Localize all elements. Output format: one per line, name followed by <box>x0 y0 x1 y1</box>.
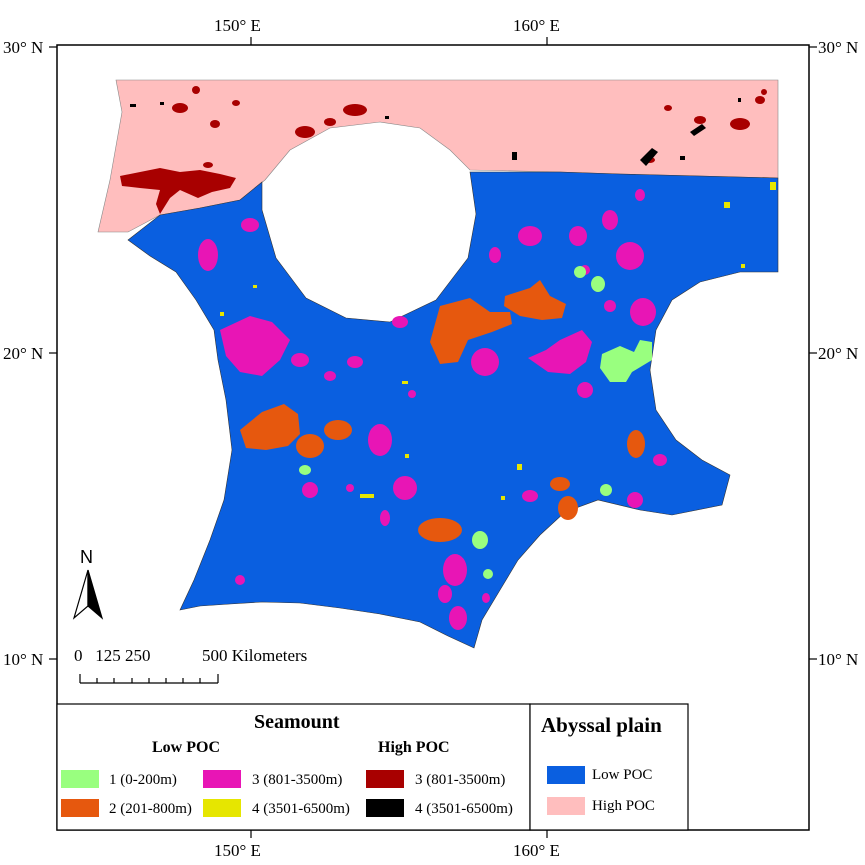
lat-label-30n-left: 30° N <box>3 38 44 57</box>
legend-label-low-poc-3501-6500: 4 (3501-6500m) <box>252 801 350 817</box>
legend-low-poc-title: Low POC <box>152 739 220 756</box>
graticule-ticks <box>49 37 817 838</box>
scale-bar <box>79 674 219 684</box>
lat-label-10n-left: 10° N <box>3 650 44 669</box>
lon-label-150e-bottom: 150° E <box>214 841 261 860</box>
lat-label-10n-right: 10° N <box>818 650 859 669</box>
lat-label-30n-right: 30° N <box>818 38 859 57</box>
north-arrow-icon <box>72 569 104 620</box>
scale-bar-end-label: 500 Kilometers <box>202 646 308 665</box>
legend-label-low-poc-801-3500: 3 (801-3500m) <box>252 772 343 788</box>
legend-swatch-low-poc-801-3500 <box>203 770 241 788</box>
legend-seamount-title: Seamount <box>254 711 340 733</box>
north-arrow-label: N <box>80 547 93 567</box>
legend-swatch-low-poc-0-200 <box>61 770 99 788</box>
lon-label-160e-top: 160° E <box>513 16 560 35</box>
seamount-high-poc-801-3500-patches <box>120 86 767 214</box>
lat-label-20n-left: 20° N <box>3 344 44 363</box>
seamount-low-poc-801-3500-patches <box>198 189 667 630</box>
lon-label-150e-top: 150° E <box>214 16 261 35</box>
legend-swatch-abyssal-high-poc <box>547 797 585 815</box>
seamount-low-poc-201-800-patches <box>240 280 645 542</box>
legend-swatch-abyssal-low-poc <box>547 766 585 784</box>
legend-label-abyssal-high-poc: High POC <box>592 798 655 814</box>
legend-high-poc-title: High POC <box>378 739 450 756</box>
legend-label-low-poc-201-800: 2 (201-800m) <box>109 801 192 817</box>
scale-bar-ticks-label: 0 125 250 <box>74 646 151 665</box>
legend-label-low-poc-0-200: 1 (0-200m) <box>109 772 177 788</box>
legend-swatch-high-poc-3501-6500 <box>366 799 404 817</box>
legend-abyssal-plain-title: Abyssal plain <box>541 713 662 737</box>
seamount-low-poc-3501-6500-patches <box>220 182 776 500</box>
legend-label-high-poc-801-3500: 3 (801-3500m) <box>415 772 506 788</box>
legend-label-high-poc-3501-6500: 4 (3501-6500m) <box>415 801 513 817</box>
seamount-high-poc-3501-6500-patches <box>130 98 741 166</box>
lat-label-20n-right: 20° N <box>818 344 859 363</box>
legend-swatch-low-poc-201-800 <box>61 799 99 817</box>
seamount-low-poc-0-200-patches <box>299 266 652 579</box>
lon-label-160e-bottom: 160° E <box>513 841 560 860</box>
legend-swatch-low-poc-3501-6500 <box>203 799 241 817</box>
legend-swatch-high-poc-801-3500 <box>366 770 404 788</box>
legend-label-abyssal-low-poc: Low POC <box>592 767 653 783</box>
abyssal-plain-low-poc-region <box>127 171 779 649</box>
